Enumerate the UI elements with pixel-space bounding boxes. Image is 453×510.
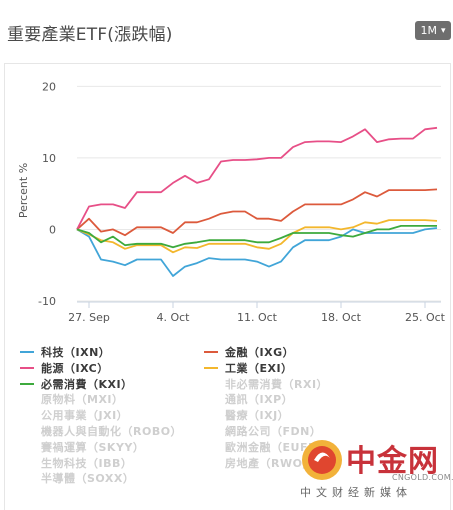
- watermark-logo: 中金网 CNGOLD.COM.CN 中文财经新媒体: [300, 438, 453, 503]
- chevron-down-icon: ▾: [440, 25, 446, 36]
- legend-item[interactable]: 金融（IXG）: [204, 344, 294, 360]
- series-line: [76, 227, 438, 277]
- legend-label: 原物料（MXI）: [41, 393, 124, 407]
- page-title: 重要產業ETF(漲跌幅): [7, 25, 173, 45]
- header: 重要產業ETF(漲跌幅) 1M ▾: [0, 0, 453, 62]
- legend-label: 公用事業（JXI）: [41, 409, 129, 423]
- legend-item[interactable]: 通訊（IXP）: [204, 391, 293, 407]
- legend-swatch: [204, 351, 218, 353]
- legend-item[interactable]: 房地產（RWO）: [204, 455, 314, 471]
- legend-label: 必需消費（KXI）: [41, 377, 133, 391]
- range-select-button[interactable]: 1M ▾: [415, 21, 451, 40]
- brand-tagline: 中文财经新媒体: [300, 486, 412, 499]
- legend-item[interactable]: 能源（IXC）: [20, 360, 109, 376]
- legend-item[interactable]: 非必需消費（RXI）: [204, 376, 328, 392]
- series-line: [76, 219, 438, 254]
- legend-label: 醫療（IXJ）: [225, 409, 290, 423]
- legend-item[interactable]: 必需消費（KXI）: [20, 376, 133, 392]
- legend-item[interactable]: 賽禍運算（SKYY）: [20, 439, 144, 455]
- y-tick-label: 10: [42, 152, 56, 165]
- legend-item[interactable]: 科技（IXN）: [20, 344, 110, 360]
- y-tick-label: 0: [49, 223, 56, 236]
- legend-swatch: [20, 430, 34, 432]
- x-tick-label: 25. Oct: [405, 311, 446, 324]
- brand-logo-icon: [302, 440, 342, 480]
- legend-swatch: [20, 398, 34, 400]
- legend-swatch: [20, 366, 34, 369]
- chart-panel: [4, 63, 451, 510]
- legend-swatch: [204, 398, 218, 400]
- legend-swatch: [204, 462, 218, 464]
- y-axis-label: Percent %: [17, 163, 30, 218]
- range-label: 1M: [420, 24, 437, 37]
- legend-item[interactable]: 公用事業（JXI）: [20, 407, 128, 423]
- legend-label: 房地產（RWO）: [225, 456, 314, 470]
- x-tick-label: 27. Sep: [68, 311, 110, 324]
- legend-swatch: [20, 382, 34, 385]
- legend-item[interactable]: 工業（EXI）: [204, 360, 293, 376]
- legend-label: 工業（EXI）: [225, 361, 293, 375]
- x-tick-label: 11. Oct: [237, 311, 278, 324]
- legend-label: 網路公司（FDN）: [225, 425, 322, 438]
- legend-label: 半導體（SOXX）: [41, 472, 135, 486]
- legend-swatch: [204, 383, 218, 385]
- series-line: [76, 225, 437, 249]
- legend-item[interactable]: 生物科技（IBB）: [20, 455, 132, 471]
- legend-item[interactable]: 原物料（MXI）: [20, 391, 124, 407]
- series-line: [76, 188, 438, 237]
- legend-item[interactable]: 網路公司（FDN）: [204, 423, 321, 439]
- legend-swatch: [20, 351, 34, 353]
- legend-item[interactable]: 醫療（IXJ）: [204, 407, 289, 423]
- legend-swatch: [204, 414, 218, 416]
- legend-swatch: [20, 446, 34, 448]
- legend-label: 科技（IXN）: [41, 346, 111, 359]
- legend-swatch: [20, 414, 34, 416]
- legend-label: 機器人與自動化（ROBO）: [41, 425, 183, 438]
- brand-name: 中金网: [346, 444, 439, 479]
- legend-item[interactable]: 機器人與自動化（ROBO）: [20, 423, 182, 439]
- legend-swatch: [204, 430, 218, 432]
- legend-swatch: [20, 462, 34, 464]
- x-tick-label: 4. Oct: [156, 311, 190, 324]
- series-line: [76, 126, 438, 230]
- legend-label: 賽禍運算（SKYY）: [41, 440, 145, 454]
- x-tick-label: 18. Oct: [321, 311, 362, 324]
- legend-swatch: [20, 477, 34, 479]
- legend-label: 通訊（IXP）: [225, 393, 294, 407]
- legend-item[interactable]: 歐洲金融（EUFN）: [204, 439, 329, 455]
- y-tick-label: -10: [38, 295, 56, 308]
- legend-label: 非必需消費（RXI）: [225, 377, 329, 391]
- legend-swatch: [204, 366, 218, 369]
- legend-label: 金融（IXG）: [225, 346, 295, 359]
- brand-url: CNGOLD.COM.CN: [392, 473, 453, 482]
- legend-label: 生物科技（IBB）: [41, 456, 133, 470]
- legend-label: 能源（IXC）: [41, 361, 109, 375]
- legend-label: 歐洲金融（EUFN）: [225, 440, 330, 454]
- y-tick-label: 20: [42, 80, 56, 93]
- legend-swatch: [204, 446, 218, 448]
- legend-item[interactable]: 半導體（SOXX）: [20, 470, 134, 486]
